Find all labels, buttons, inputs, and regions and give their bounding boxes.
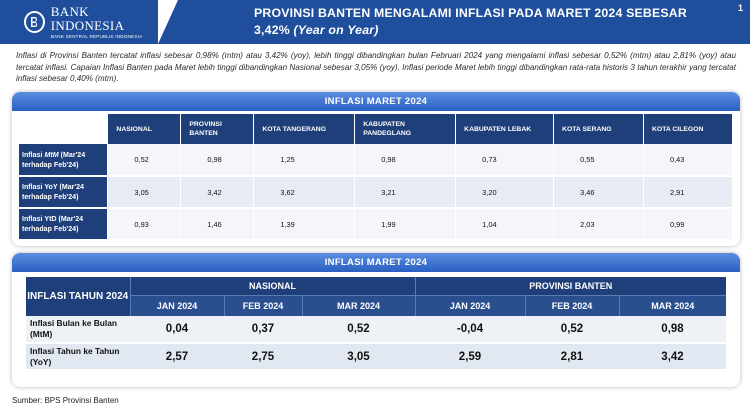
column-header: KOTA SERANG [553,114,645,144]
row-label: Inflasi MtM (Mar'24 terhadap Feb'24) [19,144,109,177]
table-cell: 0,98 [354,144,457,177]
table-row: Inflasi MtM (Mar'24 terhadap Feb'24) 0,5… [19,144,733,177]
page-title-line1: PROVINSI BANTEN MENGALAMI INFLASI PADA M… [254,6,687,20]
table-cell: 0,37 [224,316,302,344]
description-paragraph: Inflasi di Provinsi Banten tercatat infl… [16,51,736,83]
table-cell: 2,81 [525,343,619,371]
table-cell: 2,03 [553,208,645,241]
card-title: INFLASI MARET 2024 [12,92,740,111]
bank-indonesia-emblem-icon [24,11,45,33]
table-cell: 1,25 [253,144,356,177]
table-cell: 2,75 [224,343,302,371]
group-header-row: INFLASI TAHUN 2024 NASIONAL PROVINSI BAN… [26,277,726,316]
page-header: BANK INDONESIA BANK SENTRAL REPUBLIK IND… [0,0,750,44]
month-header: FEB 2024 [223,294,302,316]
card-title: INFLASI MARET 2024 [12,253,740,272]
month-header: FEB 2024 [524,294,619,316]
table-cell: 3,62 [253,176,356,209]
inflation-by-region-table: NASIONAL PROVINSI BANTEN KOTA TANGERANG … [19,114,733,241]
table-cell: 1,04 [455,208,555,241]
column-header: PROVINSI BANTEN [180,114,255,144]
table-cell: 3,05 [302,343,415,371]
month-header: JAN 2024 [414,294,525,316]
table-cell: 1,99 [354,208,457,241]
group-header-nasional: NASIONAL [129,277,415,295]
row-label: Inflasi YoY (Mar'24 terhadap Feb'24) [19,176,109,209]
column-header: KABUPATEN LEBAK [455,114,555,144]
table-header-row: NASIONAL PROVINSI BANTEN KOTA TANGERANG … [19,114,733,144]
month-header: MAR 2024 [618,294,726,316]
table-cell: -0,04 [415,316,525,344]
table-cell: 3,42 [180,176,255,209]
table-row: Inflasi Bulan ke Bulan (MtM) 0,04 0,37 0… [26,316,726,344]
table-cell: 2,59 [415,343,525,371]
table-row: Inflasi YtD (Mar'24 terhadap Feb'24) 0,9… [19,208,733,241]
table-cell: 0,73 [455,144,555,177]
table-cell: 3,20 [455,176,555,209]
logo-subtitle: BANK SENTRAL REPUBLIK INDONESIA [50,33,143,39]
table-cell: 3,46 [553,176,645,209]
table-cell: 0,98 [619,316,726,344]
title-value: 3,42% [254,23,290,37]
table-row: Inflasi Tahun ke Tahun (YoY) 2,57 2,75 3… [26,343,726,371]
month-header: JAN 2024 [129,294,224,316]
inflation-2024-card: INFLASI MARET 2024 INFLASI TAHUN 2024 NA… [12,253,740,387]
column-header: NASIONAL [107,114,182,144]
inflation-2024-table: INFLASI TAHUN 2024 NASIONAL PROVINSI BAN… [26,277,726,371]
group-header-banten: PROVINSI BANTEN [414,277,726,295]
table-cell: 2,57 [130,343,224,371]
table-cell: 0,98 [180,144,255,177]
table-cell: 0,99 [643,208,733,241]
inflation-by-region-card: INFLASI MARET 2024 NASIONAL PROVINSI BAN… [12,92,740,246]
table-cell: 3,42 [619,343,726,371]
row-label: Inflasi YtD (Mar'24 terhadap Feb'24) [19,208,109,241]
month-header-row: JAN 2024 FEB 2024 MAR 2024 JAN 2024 FEB … [26,294,726,316]
table-cell: 3,05 [107,176,182,209]
row-label: Inflasi Tahun ke Tahun (YoY) [26,343,130,371]
logo-name: BANK INDONESIA [50,3,125,33]
table-cell: 0,04 [130,316,224,344]
table-cell: 0,52 [525,316,619,344]
table-cell: 2,91 [643,176,733,209]
column-header: KOTA CILEGON [643,114,733,144]
column-header: KOTA TANGERANG [253,114,356,144]
month-header: MAR 2024 [301,294,415,316]
table-cell: 0,52 [107,144,182,177]
table-cell: 0,43 [643,144,733,177]
logo: BANK INDONESIA BANK SENTRAL REPUBLIK IND… [0,0,178,44]
table-cell: 0,93 [107,208,182,241]
page-number: 1 [737,3,743,13]
page-title-line2: 3,42% (Year on Year) [254,22,750,39]
table-cell: 0,55 [553,144,645,177]
table-row: Inflasi YoY (Mar'24 terhadap Feb'24) 3,0… [19,176,733,209]
source-note: Sumber: BPS Provinsi Banten [12,396,119,405]
corner-header: INFLASI TAHUN 2024 [26,277,130,316]
table-cell: 0,52 [302,316,415,344]
row-label: Inflasi Bulan ke Bulan (MtM) [26,316,130,344]
table-cell: 1,46 [180,208,255,241]
title-period: (Year on Year) [293,23,379,37]
table-cell: 1,39 [253,208,356,241]
column-header: KABUPATEN PANDEGLANG [354,114,457,144]
title-panel: PROVINSI BANTEN MENGALAMI INFLASI PADA M… [158,0,750,44]
table-cell: 3,21 [354,176,457,209]
